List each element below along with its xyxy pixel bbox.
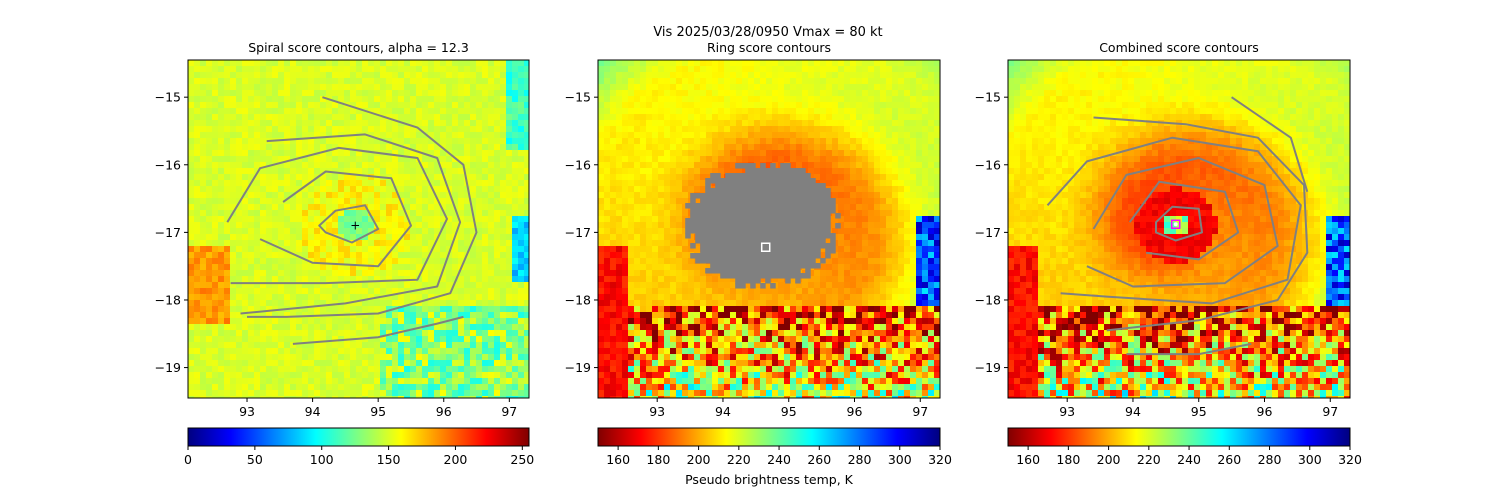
y-tick-label: −18 (565, 292, 591, 307)
x-tick-label: 96 (1257, 404, 1273, 419)
y-tick-label: −18 (155, 292, 181, 307)
x-tick-label: 94 (1125, 404, 1141, 419)
contour-line (1126, 342, 1252, 356)
colorbar-tick-label: 160 (1016, 452, 1040, 467)
contour-line (1128, 180, 1240, 261)
x-tick-label: 95 (781, 404, 797, 419)
x-tick-label: 96 (847, 404, 863, 419)
colorbar-tick-label: 200 (1097, 452, 1121, 467)
contour-line (1093, 116, 1309, 332)
colorbar-gradient (187, 427, 530, 447)
contour-line (240, 133, 462, 315)
axes-frame (1007, 59, 1351, 399)
panel-title: Spiral score contours, alpha = 12.3 (248, 40, 469, 55)
contour-line (1155, 205, 1203, 242)
panel-1-image: + (188, 60, 529, 398)
x-tick-label: 94 (715, 404, 731, 419)
contour-line (318, 204, 380, 244)
x-tick-label: 97 (1322, 404, 1338, 419)
x-tick-label: 94 (305, 404, 321, 419)
y-tick-label: −16 (975, 157, 1001, 172)
y-tick-label: −15 (975, 90, 1001, 105)
colorbar-tick-label: 220 (727, 452, 751, 467)
colorbar-tick-label: 150 (377, 452, 401, 467)
colorbar-tick-label: 240 (767, 452, 791, 467)
x-tick-label: 97 (501, 404, 517, 419)
colorbar-tick-label: 160 (606, 452, 630, 467)
contour-line (1046, 136, 1302, 305)
contour-line (1231, 96, 1309, 193)
panel-3: Combined score contours 93 94 95 96 97 −15 −16 −… (975, 40, 1362, 467)
contour-line (247, 96, 478, 318)
colorbar-label: Pseudo brightness temp, K (685, 472, 854, 487)
colorbar-tick-label: 260 (1217, 452, 1241, 467)
x-tick-label: 95 (1191, 404, 1207, 419)
x-tick-label: 97 (912, 404, 928, 419)
y-tick-label: −19 (975, 360, 1001, 375)
colorbar-tick-label: 250 (510, 452, 534, 467)
axes-frame (597, 59, 941, 399)
colorbar-tick-label: 0 (184, 452, 192, 467)
colorbar: 0 50 100 150 200 250 (184, 427, 534, 467)
colorbar-tick-label: 280 (848, 452, 872, 467)
center-marker: + (350, 219, 360, 233)
panel-title: Combined score contours (1099, 40, 1259, 55)
y-tick-label: −15 (565, 90, 591, 105)
colorbar-tick-label: 260 (807, 452, 831, 467)
y-tick-label: −19 (155, 360, 181, 375)
colorbar-tick-label: 280 (1258, 452, 1282, 467)
y-tick-label: −18 (975, 292, 1001, 307)
y-tick-label: −17 (975, 225, 1001, 240)
colorbar-tick-label: 240 (1177, 452, 1201, 467)
x-tick-label: 93 (649, 404, 665, 419)
panel-1: + Spiral score contours, alpha = 12.3 93 94… (155, 40, 535, 467)
axes-frame (187, 59, 530, 399)
panel-2-image (598, 60, 940, 398)
contour-line (259, 170, 412, 268)
y-tick-label: −17 (155, 225, 181, 240)
contour-line (1086, 157, 1279, 288)
y-tick-label: −15 (155, 90, 181, 105)
center-marker (760, 242, 771, 253)
x-tick-label: 93 (239, 404, 255, 419)
y-tick-label: −16 (155, 157, 181, 172)
x-tick-label: 95 (370, 404, 386, 419)
colorbar-tick-label: 220 (1137, 452, 1161, 467)
colorbar: 160 180 200 220 240 260 280 300 320 Pseudo bright… (597, 427, 952, 487)
panel-2: Ring score contours 93 94 95 96 97 −15 −16 −17 −1… (565, 40, 952, 487)
colorbar-gradient (597, 427, 941, 447)
colorbar-tick-label: 180 (1056, 452, 1080, 467)
center-dot (1173, 222, 1178, 227)
x-tick-label: 93 (1059, 404, 1075, 419)
colorbar-tick-label: 200 (444, 452, 468, 467)
y-tick-label: −17 (565, 225, 591, 240)
colorbar-tick-label: 200 (687, 452, 711, 467)
colorbar-tick-label: 300 (888, 452, 912, 467)
x-tick-label: 96 (436, 404, 452, 419)
colorbar-tick-label: 300 (1298, 452, 1322, 467)
figure-suptitle: Vis 2025/03/28/0950 Vmax = 80 kt (653, 25, 882, 40)
center-marker (1170, 219, 1181, 230)
colorbar-tick-label: 50 (247, 452, 263, 467)
y-tick-label: −19 (565, 360, 591, 375)
panels: + Spiral score contours, alpha = 12.3 93 94… (155, 40, 1362, 487)
colorbar-tick-label: 320 (1338, 452, 1362, 467)
colorbar: 160 180 200 220 240 260 280 300 320 (1007, 427, 1362, 467)
contour-line (226, 146, 448, 285)
contour-line (292, 315, 464, 345)
colorbar-tick-label: 320 (928, 452, 952, 467)
panel-3-image (1008, 60, 1350, 398)
colorbar-tick-label: 180 (646, 452, 670, 467)
y-tick-label: −16 (565, 157, 591, 172)
eye-mask (685, 163, 841, 289)
colorbar-gradient (1007, 427, 1351, 447)
panel-title: Ring score contours (707, 40, 831, 55)
colorbar-tick-label: 100 (310, 452, 334, 467)
